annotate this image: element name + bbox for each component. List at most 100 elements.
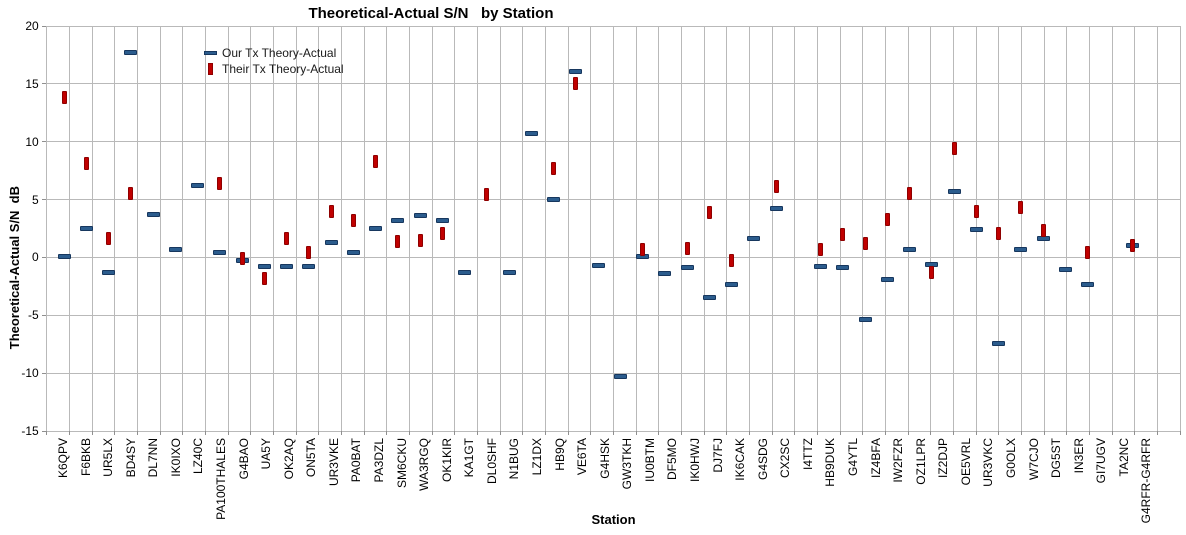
v-gridline — [499, 26, 501, 431]
our-tx-marker — [191, 183, 204, 189]
v-gridline — [431, 26, 433, 431]
v-gridline — [68, 26, 70, 431]
x-axis-tick — [590, 431, 592, 435]
y-tick-label: 15 — [25, 76, 39, 91]
v-gridline — [386, 26, 388, 431]
v-gridline — [46, 26, 48, 431]
our-tx-marker — [524, 131, 538, 137]
v-gridline — [726, 26, 728, 431]
x-tick-label: IZ4BFA — [868, 438, 883, 479]
their-tx-marker — [951, 142, 957, 156]
x-axis-tick — [816, 431, 818, 435]
our-tx-marker — [102, 269, 115, 275]
our-tx-marker — [435, 217, 449, 223]
x-axis-tick — [431, 431, 433, 435]
x-axis-tick — [363, 431, 365, 435]
x-axis-tick — [499, 431, 501, 435]
their-tx-marker — [684, 241, 690, 255]
our-tx-marker — [502, 269, 516, 275]
x-axis-tick — [91, 431, 93, 435]
v-gridline — [340, 26, 342, 431]
their-tx-marker — [884, 212, 890, 226]
our-tx-marker — [814, 264, 827, 270]
x-tick-label: G4YTL — [845, 438, 860, 477]
x-axis-tick — [1134, 431, 1136, 435]
v-gridline — [295, 26, 297, 431]
our-tx-marker — [324, 239, 338, 245]
our-tx-marker — [880, 276, 894, 282]
our-tx-dash-icon — [203, 51, 217, 55]
x-tick-label: IZ2DJP — [936, 438, 951, 479]
x-axis-tick — [952, 431, 954, 435]
x-tick-label: IU0BTM — [642, 438, 657, 483]
v-gridline — [159, 26, 161, 431]
v-gridline — [227, 26, 229, 431]
y-axis-tick — [41, 25, 47, 27]
x-axis-tick — [227, 431, 229, 435]
x-axis-tick — [612, 431, 614, 435]
their-tx-bar-icon — [203, 63, 217, 75]
our-tx-marker — [302, 264, 316, 270]
x-tick-label: IN3ER — [1071, 438, 1086, 474]
our-tx-marker — [458, 269, 471, 275]
y-tick-label: -10 — [21, 366, 39, 381]
x-tick-label: KA1GT — [462, 438, 477, 478]
v-gridline — [703, 26, 705, 431]
v-gridline — [250, 26, 252, 431]
y-tick-label: 10 — [25, 134, 39, 149]
their-tx-marker — [996, 226, 1001, 240]
x-axis-tick — [567, 431, 569, 435]
y-axis-tick — [41, 430, 47, 432]
their-tx-marker — [83, 157, 89, 171]
x-tick-label: PA3DZL — [371, 438, 386, 483]
v-gridline — [1179, 26, 1181, 431]
x-axis-tick — [114, 431, 116, 435]
v-gridline — [748, 26, 750, 431]
our-tx-marker — [1036, 236, 1050, 242]
our-tx-marker — [725, 281, 738, 287]
x-axis-tick — [884, 431, 886, 435]
their-tx-marker — [1129, 239, 1135, 253]
x-tick-label: W7CJO — [1026, 438, 1041, 480]
their-tx-marker — [1085, 246, 1090, 260]
our-tx-marker — [79, 226, 93, 231]
v-gridline — [408, 26, 410, 431]
x-tick-label: IK0IXO — [168, 438, 183, 477]
x-axis-tick — [1111, 431, 1113, 435]
x-tick-label: HB9Q — [552, 438, 567, 471]
x-tick-label: G4RFR-G4RFR — [1139, 438, 1154, 524]
v-gridline — [1134, 26, 1136, 431]
their-tx-marker — [862, 237, 868, 251]
x-axis-tick — [522, 431, 524, 435]
x-axis-tick — [998, 431, 1000, 435]
y-axis-tick — [41, 199, 47, 201]
their-tx-marker — [328, 204, 334, 218]
x-axis-tick — [1179, 431, 1181, 435]
x-tick-label: IK0HWJ — [687, 438, 702, 483]
legend-item-our-tx: Our Tx Theory-Actual — [203, 45, 344, 61]
our-tx-marker — [769, 206, 783, 212]
x-tick-label: PA0BAT — [349, 438, 364, 483]
x-axis-tick — [408, 431, 410, 435]
v-gridline — [454, 26, 456, 431]
x-tick-label: LZ40C — [191, 438, 206, 475]
legend-item-their-tx: Their Tx Theory-Actual — [203, 61, 344, 77]
their-tx-marker — [61, 91, 67, 105]
v-gridline — [114, 26, 116, 431]
v-gridline — [136, 26, 138, 431]
our-tx-marker — [369, 226, 382, 231]
their-tx-marker — [1040, 224, 1046, 238]
x-tick-label: PA100THALES — [213, 438, 228, 520]
our-tx-marker — [992, 340, 1005, 346]
x-tick-label: UR3VKC — [981, 438, 996, 487]
our-tx-marker — [1081, 281, 1094, 287]
v-gridline — [680, 26, 682, 431]
x-axis-tick — [136, 431, 138, 435]
our-tx-marker — [947, 188, 961, 194]
x-tick-label: HB9DUK — [823, 438, 838, 487]
x-tick-label: OZ1LPR — [913, 438, 928, 485]
x-tick-label: G4SDG — [755, 438, 770, 481]
their-tx-marker — [840, 227, 846, 241]
y-tick-label: 20 — [25, 19, 39, 33]
